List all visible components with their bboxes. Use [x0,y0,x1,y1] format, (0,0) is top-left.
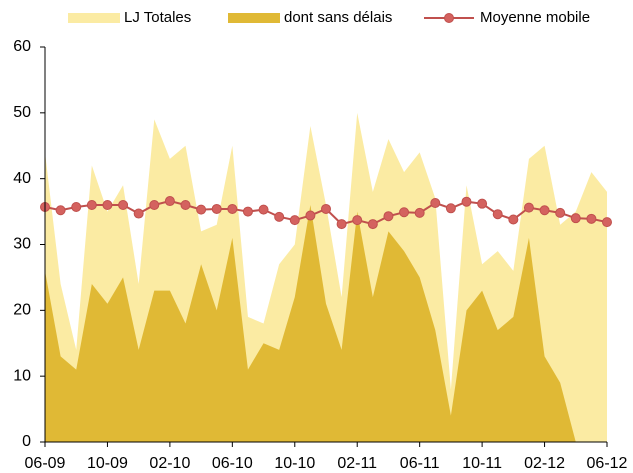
marker [71,201,82,212]
legend-swatch [68,13,120,23]
marker [539,205,550,216]
y-tick-label: 50 [13,104,31,121]
y-tick-label: 40 [13,170,31,187]
marker [289,215,300,226]
marker [180,200,191,210]
marker [461,196,472,207]
x-tick-label: 06-11 [400,455,440,472]
marker [523,202,534,213]
x-tick-label: 10-11 [462,455,502,472]
marker [367,219,378,230]
y-tick-label: 60 [13,38,31,55]
marker [399,207,410,218]
marker [414,207,425,218]
legend-label: dont sans délais [284,9,392,26]
marker [164,196,175,207]
marker [102,200,113,210]
marker [477,198,488,209]
marker [118,200,129,210]
x-tick-label: 06-12 [587,455,628,472]
legend-swatch [228,13,280,23]
x-tick-label: 10-09 [87,455,128,472]
x-tick-label: 02-11 [337,455,377,472]
marker [492,209,503,220]
marker [321,203,331,214]
marker [336,219,347,230]
marker [211,203,222,214]
marker [305,210,316,221]
y-tick-label: 10 [13,367,31,384]
x-tick-label: 02-12 [524,455,565,472]
marker [570,213,581,224]
legend-label: LJ Totales [124,9,191,26]
y-tick-label: 20 [13,302,31,319]
legend-label: Moyenne mobile [480,9,590,26]
marker [227,203,238,214]
area [45,205,607,442]
marker [555,207,566,218]
legend-marker [444,13,454,23]
x-tick-label: 06-10 [212,455,253,472]
y-tick-label: 30 [13,236,31,253]
marker [602,217,612,228]
marker [508,214,519,225]
y-tick-label: 0 [22,433,31,450]
marker [445,203,456,214]
marker [586,213,597,224]
x-tick-label: 06-09 [25,455,66,472]
marker [352,215,363,226]
marker [258,204,269,215]
marker [430,198,441,209]
x-tick-label: 10-10 [274,455,315,472]
marker [274,211,285,222]
x-tick-label: 02-10 [149,455,190,472]
marker [149,200,160,210]
marker [196,204,207,215]
marker [242,206,253,217]
marker [55,205,66,216]
marker [86,200,97,210]
marker [133,208,144,219]
marker [383,211,394,222]
